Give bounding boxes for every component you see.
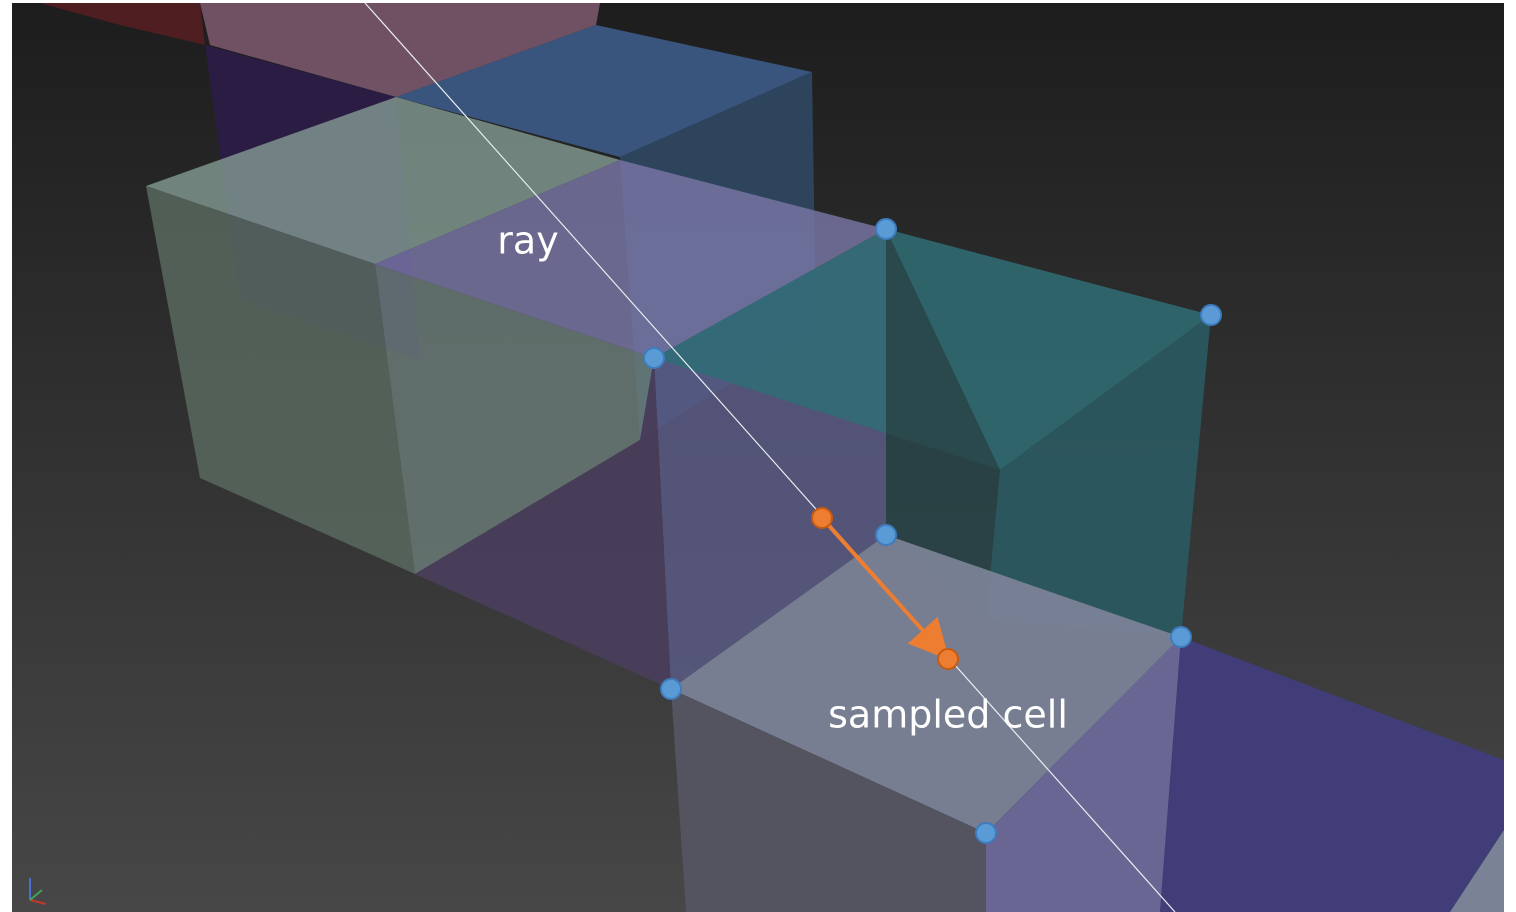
corner-point (876, 219, 896, 239)
corner-point (1171, 627, 1191, 647)
corner-point (661, 679, 681, 699)
corner-point (876, 525, 896, 545)
corner-point (976, 823, 996, 843)
ray-label: ray (497, 219, 558, 263)
sample-end (938, 649, 958, 669)
corner-point (644, 348, 664, 368)
sampled-cell-label: sampled cell (828, 693, 1068, 737)
sample-start (812, 508, 832, 528)
page: ray sampled cell (() => { const data = J… (0, 0, 1516, 912)
corner-point (1201, 305, 1221, 325)
viewport: ray sampled cell (0, 0, 1516, 912)
